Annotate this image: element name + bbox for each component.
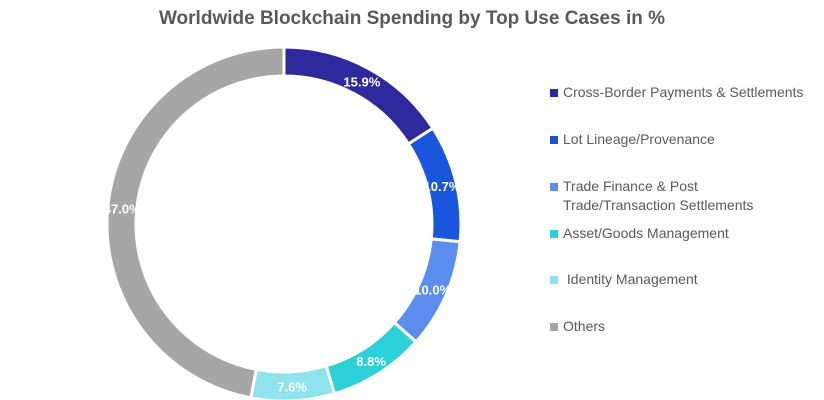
legend-item: Asset/Goods Management: [550, 224, 729, 243]
legend-label: Lot Lineage/Provenance: [563, 131, 715, 147]
slice-5: [105, 45, 286, 400]
legend-label: Trade Finance & Post Trade/Transaction S…: [563, 178, 754, 213]
chart-title: Worldwide Blockchain Spending by Top Use…: [158, 8, 666, 29]
legend-item: Lot Lineage/Provenance: [550, 130, 715, 149]
legend-label: Asset/Goods Management: [563, 225, 729, 241]
legend-swatch: [550, 276, 558, 284]
data-label-2: 10.0%: [414, 282, 451, 297]
legend-label: Others: [563, 318, 606, 334]
data-label-5: 47.0%: [104, 202, 141, 217]
legend-item: Others: [550, 317, 605, 336]
slice-0: [282, 45, 435, 146]
legend-label: Cross-Border Payments & Settlements: [563, 84, 804, 100]
data-label-4: 7.6%: [277, 379, 307, 394]
legend-swatch: [550, 89, 558, 97]
legend-item: Trade Finance & Post Trade/Transaction S…: [550, 177, 753, 215]
legend-swatch: [550, 183, 558, 191]
legend-item: Cross-Border Payments & Settlements: [550, 83, 803, 102]
legend-swatch: [550, 136, 558, 144]
legend-item: Identity Management: [550, 270, 698, 289]
data-label-3: 8.8%: [356, 354, 386, 369]
legend-swatch: [550, 323, 558, 331]
data-label-0: 15.9%: [343, 74, 380, 89]
data-label-1: 10.7%: [424, 179, 461, 194]
legend-swatch: [550, 230, 558, 238]
legend-label: Identity Management: [563, 271, 698, 287]
